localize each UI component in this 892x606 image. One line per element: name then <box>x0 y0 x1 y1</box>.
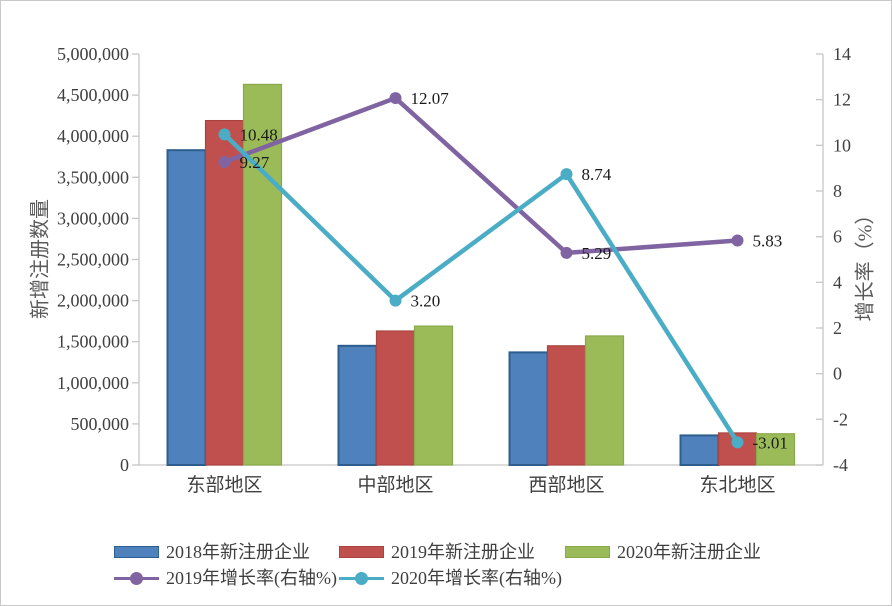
line-marker-2020年增长率(右轴%) <box>731 436 744 449</box>
left-axis-tick-label: 2,500,000 <box>57 250 129 270</box>
bar-2019年新注册企业-中部地区 <box>375 330 416 466</box>
line-marker-2020年增长率(右轴%) <box>218 128 231 141</box>
bar-2020年新注册企业-西部地区 <box>584 335 625 466</box>
right-axis-tick-label: 0 <box>833 364 842 384</box>
right-axis-tick-label: 6 <box>833 227 842 247</box>
data-label: 8.74 <box>582 165 612 184</box>
line-marker-2019年增长率(右轴%) <box>731 234 744 247</box>
category-label: 东北地区 <box>699 474 775 496</box>
bar-2018年新注册企业-西部地区 <box>508 351 549 466</box>
right-axis-tick-label: -2 <box>833 409 848 429</box>
data-label: 9.27 <box>240 153 270 172</box>
left-axis-tick-label: 1,500,000 <box>57 332 129 352</box>
category-label: 东部地区 <box>186 474 262 496</box>
right-axis-tick-label: 10 <box>833 135 851 155</box>
bar-2020年新注册企业-中部地区 <box>413 325 454 466</box>
right-axis-tick-label: 2 <box>833 318 842 338</box>
left-axis-tick-label: 3,000,000 <box>57 208 129 228</box>
left-axis-tick-label: 5,000,000 <box>57 44 129 64</box>
left-axis-tick-label: 2,000,000 <box>57 291 129 311</box>
bar-2019年新注册企业-东部地区 <box>204 119 245 466</box>
category-label: 西部地区 <box>528 474 604 496</box>
bar-2018年新注册企业-中部地区 <box>337 344 378 466</box>
data-label: 5.83 <box>753 232 783 251</box>
growth-line-2019年增长率(右轴%) <box>222 95 740 256</box>
data-label: 3.20 <box>411 292 441 311</box>
left-axis-tick-label: 4,000,000 <box>57 126 129 146</box>
line-marker-2019年增长率(右轴%) <box>560 246 573 259</box>
right-axis-tick-label: -4 <box>833 455 848 475</box>
right-axis-tick-label: 12 <box>833 90 851 110</box>
right-axis-tick-label: 14 <box>833 44 851 64</box>
left-axis-tick-label: 4,500,000 <box>57 85 129 105</box>
bar-2018年新注册企业-东北地区 <box>679 434 720 466</box>
left-axis-tick-label: 1,000,000 <box>57 373 129 393</box>
bar-2018年新注册企业-东部地区 <box>166 149 207 466</box>
left-axis-tick-label: 3,500,000 <box>57 167 129 187</box>
line-marker-2020年增长率(右轴%) <box>389 294 402 307</box>
data-label: -3.01 <box>753 433 788 452</box>
left-axis-tick-label: 0 <box>120 455 129 475</box>
data-label: 10.48 <box>240 125 278 144</box>
line-marker-2020年增长率(右轴%) <box>560 168 573 181</box>
right-axis-title: 增长率（%） <box>854 204 877 322</box>
growth-line-2020年增长率(右轴%) <box>222 132 740 445</box>
bar-2020年新注册企业-东北地区 <box>755 433 796 466</box>
line-marker-2019年增长率(右轴%) <box>389 92 402 105</box>
data-label: 5.29 <box>582 244 612 263</box>
bar-2019年新注册企业-西部地区 <box>546 345 587 466</box>
right-axis-tick-label: 8 <box>833 181 842 201</box>
category-label: 中部地区 <box>357 474 433 496</box>
line-marker-2019年增长率(右轴%) <box>218 156 231 169</box>
left-axis-title: 新增注册数量 <box>29 199 52 319</box>
right-axis-tick-label: 4 <box>833 272 842 292</box>
left-axis-tick-label: 500,000 <box>71 414 130 434</box>
data-label: 12.07 <box>411 89 450 108</box>
